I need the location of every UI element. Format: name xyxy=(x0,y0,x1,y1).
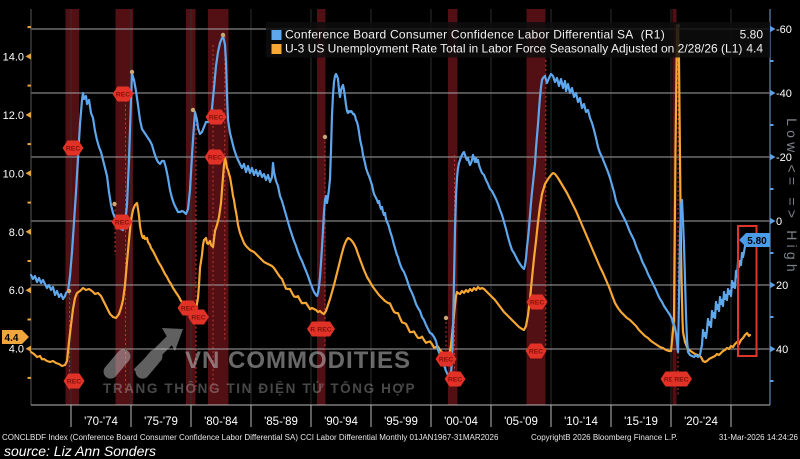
svg-text:31-Mar-2026 14:24:26: 31-Mar-2026 14:24:26 xyxy=(719,433,799,442)
svg-text:'15-'19: '15-'19 xyxy=(624,416,658,428)
svg-text:REC: REC xyxy=(530,300,544,307)
svg-text:CopyrightΒ 2026 Bloomberg Fina: CopyrightΒ 2026 Bloomberg Finance L.P. xyxy=(531,433,678,442)
svg-text:20: 20 xyxy=(776,280,788,292)
svg-text:4.4: 4.4 xyxy=(5,333,19,344)
svg-text:'70-'74: '70-'74 xyxy=(84,416,118,428)
svg-text:'75-'79: '75-'79 xyxy=(144,416,178,428)
svg-text:REC: REC xyxy=(448,377,462,384)
svg-text:'80-'84: '80-'84 xyxy=(204,416,238,428)
svg-text:REC: REC xyxy=(674,377,688,384)
svg-text:'10-'14: '10-'14 xyxy=(564,416,598,428)
svg-text:REC: REC xyxy=(208,155,222,162)
svg-text:TRANG THÔNG TIN ĐIỆN TỬ TỔNG H: TRANG THÔNG TIN ĐIỆN TỬ TỔNG HỢP xyxy=(103,381,416,396)
svg-text:-40: -40 xyxy=(776,88,792,100)
svg-text:REC: REC xyxy=(116,92,130,99)
svg-text:REC: REC xyxy=(66,146,80,153)
svg-text:'05-'09: '05-'09 xyxy=(504,416,538,428)
svg-text:REC: REC xyxy=(439,357,453,364)
svg-text:4.4: 4.4 xyxy=(746,42,763,56)
svg-text:8.0: 8.0 xyxy=(9,227,24,239)
svg-text:REC: REC xyxy=(664,377,678,384)
svg-text:REC: REC xyxy=(209,115,223,122)
svg-text:REC: REC xyxy=(67,379,81,386)
svg-text:VN COMMODITIES: VN COMMODITIES xyxy=(185,347,411,374)
svg-text:'90-'94: '90-'94 xyxy=(324,416,358,428)
svg-text:'85-'89: '85-'89 xyxy=(264,416,298,428)
svg-text:6.0: 6.0 xyxy=(9,285,24,297)
svg-text:-20: -20 xyxy=(776,152,792,164)
svg-text:REC: REC xyxy=(181,306,195,313)
svg-text:REC: REC xyxy=(115,220,129,227)
svg-text:source: Liz Ann Sonders: source: Liz Ann Sonders xyxy=(4,443,156,459)
svg-text:10.0: 10.0 xyxy=(3,168,24,180)
svg-text:5.80: 5.80 xyxy=(740,28,764,42)
svg-text:Low <= => High: Low <= => High xyxy=(784,118,800,276)
svg-text:U-3 US Unemployment Rate Total: U-3 US Unemployment Rate Total in Labor … xyxy=(285,42,742,56)
svg-text:'00-'04: '00-'04 xyxy=(444,416,478,428)
svg-text:14.0: 14.0 xyxy=(3,51,24,63)
svg-text:0: 0 xyxy=(776,216,782,228)
svg-text:CONCLBDF Index (Conference Boa: CONCLBDF Index (Conference Board Consume… xyxy=(2,433,499,442)
svg-text:4.0: 4.0 xyxy=(9,344,24,356)
svg-text:Conference Board Consumer Conf: Conference Board Consumer Confidence Lab… xyxy=(285,28,665,42)
svg-text:40: 40 xyxy=(776,344,788,356)
svg-text:'95-'99: '95-'99 xyxy=(384,416,418,428)
svg-text:REC: REC xyxy=(317,327,331,334)
svg-text:'20-'24: '20-'24 xyxy=(684,416,718,428)
svg-text:5.80: 5.80 xyxy=(747,236,767,247)
svg-text:REC: REC xyxy=(191,315,205,322)
svg-text:REC: REC xyxy=(529,349,543,356)
svg-text:-60: -60 xyxy=(776,24,792,36)
svg-text:12.0: 12.0 xyxy=(3,110,24,122)
